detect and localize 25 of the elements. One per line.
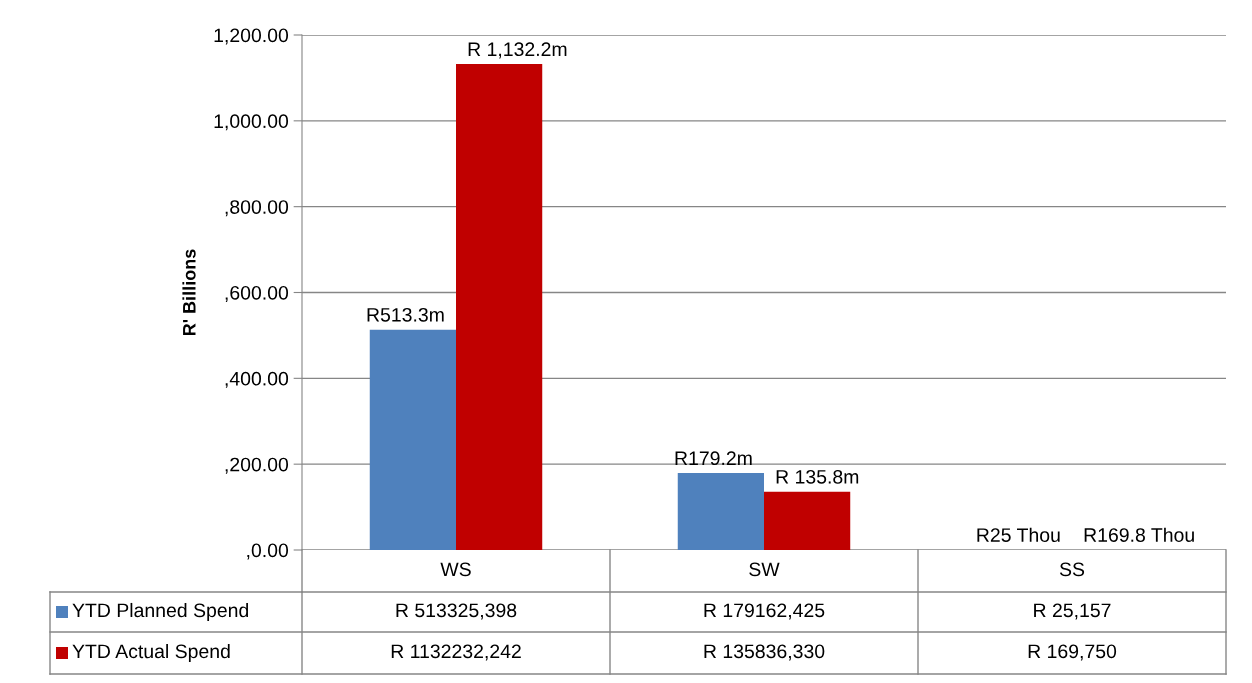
legend-label: YTD Actual Spend bbox=[72, 643, 230, 663]
data-label: R 513325,398 bbox=[396, 603, 517, 620]
annotation: R179.2m bbox=[675, 451, 752, 466]
annotation: R169.8 Thou bbox=[1084, 527, 1194, 542]
y-tick-label: ,800.00 bbox=[225, 200, 289, 217]
y-tick-label: 1,000.00 bbox=[214, 114, 289, 131]
x-tick-label: SS bbox=[1059, 562, 1085, 577]
y-tick-label: ,400.00 bbox=[225, 371, 289, 388]
y-tick-label: ,0.00 bbox=[247, 543, 289, 560]
y-axis-title: R' Billions bbox=[182, 249, 196, 336]
data-label: R 135836,330 bbox=[704, 644, 825, 661]
legend-label: YTD Planned Spend bbox=[72, 602, 249, 622]
y-tick-label: ,200.00 bbox=[225, 457, 289, 474]
annotation: R513.3m bbox=[367, 307, 444, 322]
annotation: R 135.8m bbox=[776, 469, 859, 484]
y-tick-label: 1,200.00 bbox=[214, 28, 289, 45]
x-tick-label: SW bbox=[749, 562, 780, 577]
y-tick-label: ,600.00 bbox=[225, 285, 289, 303]
x-tick-label: WS bbox=[440, 562, 471, 577]
data-label: R 169,750 bbox=[1028, 644, 1117, 661]
annotation: R25 Thou bbox=[977, 527, 1060, 542]
data-label: R 1132232,242 bbox=[391, 644, 521, 661]
annotation: R 1,132.2m bbox=[468, 42, 567, 59]
data-label: R 179162,425 bbox=[704, 603, 825, 620]
data-label: R 25,157 bbox=[1034, 603, 1111, 620]
